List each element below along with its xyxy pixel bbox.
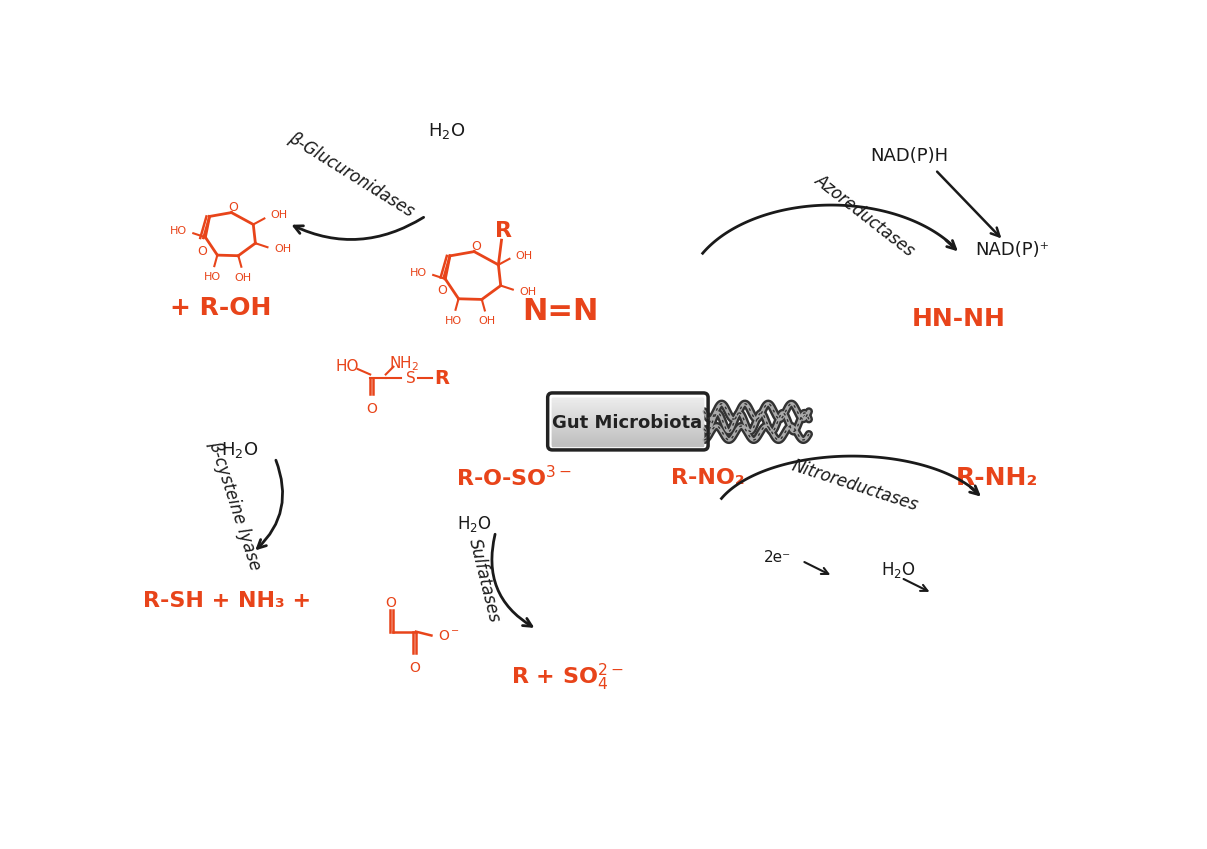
Text: R + SO$_4^{2-}$: R + SO$_4^{2-}$ bbox=[512, 662, 624, 694]
Text: H$_2$O: H$_2$O bbox=[221, 440, 258, 460]
Text: OH: OH bbox=[478, 317, 495, 326]
Text: O: O bbox=[197, 245, 206, 258]
Text: N=N: N=N bbox=[521, 297, 599, 326]
Text: R: R bbox=[435, 368, 449, 388]
Text: 2e⁻: 2e⁻ bbox=[764, 550, 791, 565]
Text: β-Glucuronidases: β-Glucuronidases bbox=[285, 129, 416, 221]
Text: H$_2$O: H$_2$O bbox=[457, 514, 492, 534]
Text: O: O bbox=[409, 661, 420, 675]
Text: HO: HO bbox=[204, 272, 221, 282]
Text: Gut Microbiota: Gut Microbiota bbox=[553, 414, 702, 432]
Text: O: O bbox=[366, 402, 377, 416]
Text: HN-NH: HN-NH bbox=[911, 307, 1005, 331]
Text: O: O bbox=[386, 596, 397, 610]
Text: R: R bbox=[495, 221, 512, 241]
Text: OH: OH bbox=[519, 287, 536, 297]
Text: Nitroreductases: Nitroreductases bbox=[789, 457, 920, 514]
Text: Sulfatases: Sulfatases bbox=[465, 537, 503, 625]
Text: OH: OH bbox=[270, 211, 287, 220]
Text: S: S bbox=[406, 371, 415, 385]
Text: NH$_2$: NH$_2$ bbox=[389, 354, 419, 373]
Text: OH: OH bbox=[274, 245, 291, 255]
Text: + R-OH: + R-OH bbox=[170, 296, 272, 320]
Text: HO: HO bbox=[336, 359, 358, 374]
Text: O$^-$: O$^-$ bbox=[438, 629, 460, 644]
Text: R-SH + NH₃ +: R-SH + NH₃ + bbox=[142, 591, 311, 610]
Text: Azoreductases: Azoreductases bbox=[812, 171, 919, 261]
Text: R-O-SO$^{3-}$: R-O-SO$^{3-}$ bbox=[455, 465, 572, 490]
Text: OH: OH bbox=[234, 273, 251, 283]
Text: R-NO₂: R-NO₂ bbox=[671, 468, 745, 487]
Text: HO: HO bbox=[409, 267, 427, 278]
Text: HO: HO bbox=[445, 316, 462, 326]
Text: NAD(P)⁺: NAD(P)⁺ bbox=[975, 241, 1050, 259]
Text: R-NH₂: R-NH₂ bbox=[956, 465, 1038, 490]
Text: O: O bbox=[228, 200, 238, 214]
Text: O: O bbox=[437, 284, 447, 297]
Text: H$_2$O: H$_2$O bbox=[428, 121, 466, 141]
Text: β-cysteine lyase: β-cysteine lyase bbox=[205, 438, 264, 572]
Text: OH: OH bbox=[515, 250, 532, 261]
Text: H$_2$O: H$_2$O bbox=[881, 560, 916, 580]
Text: HO: HO bbox=[170, 226, 187, 236]
Text: NAD(P)H: NAD(P)H bbox=[870, 147, 947, 165]
Text: O: O bbox=[471, 239, 480, 253]
